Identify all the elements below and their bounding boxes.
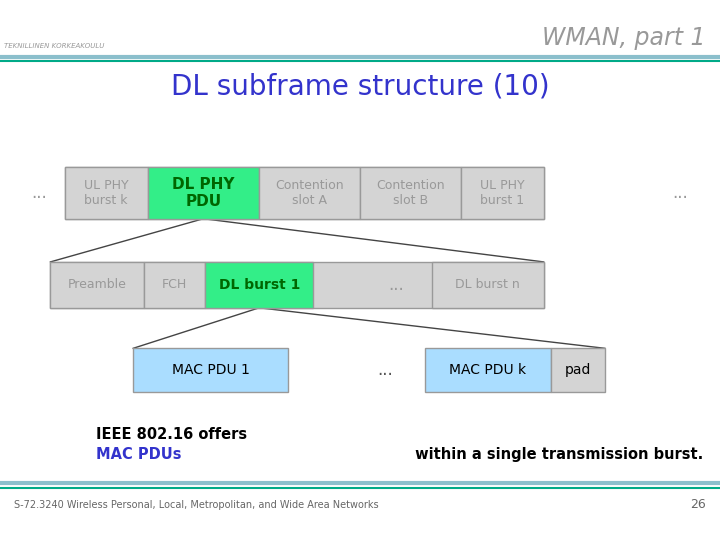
Text: MAC PDU 1: MAC PDU 1	[171, 363, 250, 377]
Text: ...: ...	[32, 184, 48, 202]
Text: MAC PDU k: MAC PDU k	[449, 363, 526, 377]
Text: IEEE 802.16 offers: IEEE 802.16 offers	[96, 427, 252, 442]
Text: UL PHY
burst 1: UL PHY burst 1	[480, 179, 524, 207]
FancyBboxPatch shape	[205, 262, 313, 308]
Text: ...: ...	[672, 184, 688, 202]
Text: pad: pad	[564, 363, 591, 377]
Text: DL burst 1: DL burst 1	[218, 278, 300, 292]
FancyBboxPatch shape	[551, 348, 605, 392]
Text: FCH: FCH	[162, 278, 187, 292]
Text: DL subframe structure (10): DL subframe structure (10)	[171, 72, 549, 100]
FancyBboxPatch shape	[461, 167, 544, 219]
FancyBboxPatch shape	[65, 167, 544, 219]
Text: Preamble: Preamble	[68, 278, 127, 292]
FancyBboxPatch shape	[65, 167, 148, 219]
FancyBboxPatch shape	[50, 262, 144, 308]
Text: DL burst n: DL burst n	[456, 278, 520, 292]
Text: S-72.3240 Wireless Personal, Local, Metropolitan, and Wide Area Networks: S-72.3240 Wireless Personal, Local, Metr…	[14, 500, 379, 510]
FancyBboxPatch shape	[360, 167, 461, 219]
FancyBboxPatch shape	[432, 262, 544, 308]
Text: Contention
slot A: Contention slot A	[275, 179, 344, 207]
FancyBboxPatch shape	[148, 167, 259, 219]
FancyBboxPatch shape	[133, 348, 288, 392]
FancyBboxPatch shape	[259, 167, 360, 219]
Text: MAC PDUs: MAC PDUs	[96, 447, 181, 462]
Text: Contention
slot B: Contention slot B	[376, 179, 445, 207]
FancyBboxPatch shape	[144, 262, 205, 308]
Text: ...: ...	[388, 276, 404, 294]
Text: within a single transmission burst.: within a single transmission burst.	[410, 447, 703, 462]
Text: DL PHY
PDU: DL PHY PDU	[172, 177, 235, 209]
FancyBboxPatch shape	[50, 262, 544, 308]
FancyBboxPatch shape	[425, 348, 551, 392]
Text: 26: 26	[690, 498, 706, 511]
Text: WMAN, part 1: WMAN, part 1	[542, 26, 706, 50]
Text: UL PHY
burst k: UL PHY burst k	[84, 179, 128, 207]
Text: ...: ...	[377, 361, 393, 379]
Text: TEKNILLINEN KORKEAKOULU: TEKNILLINEN KORKEAKOULU	[4, 43, 104, 49]
